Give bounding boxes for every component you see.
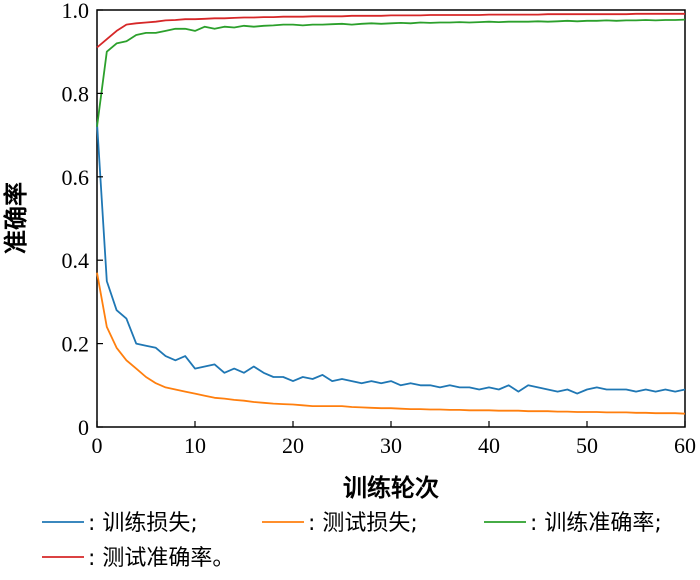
legend-label: : 训练损失; xyxy=(88,511,198,536)
y-tick-label: 0.8 xyxy=(62,81,90,106)
series-group xyxy=(96,12,686,415)
series-line-3 xyxy=(96,18,686,127)
legend: : 训练损失; : 测试损失; : 训练准确率; : 测试准确率。 xyxy=(42,511,662,571)
legend-label: : 测试准确率。 xyxy=(88,546,234,571)
legend-label: : 训练准确率; xyxy=(530,511,662,536)
axes-frame xyxy=(96,9,686,428)
x-tick-label: 40 xyxy=(478,433,500,458)
legend-label: : 测试损失; xyxy=(308,511,418,536)
x-tick-label: 60 xyxy=(674,433,696,458)
x-tick-label: 20 xyxy=(282,433,304,458)
y-ticks: 0 0.2 0.4 0.6 0.8 1.0 xyxy=(62,0,103,440)
y-tick-label: 0.4 xyxy=(62,248,90,273)
x-tick-label: 0 xyxy=(92,433,103,458)
y-axis-title: 准确率 xyxy=(2,182,30,254)
x-tick-label: 10 xyxy=(184,433,206,458)
plot-area: 0 10 20 30 40 50 60 0 0.2 0.4 0.6 0.8 1.0 xyxy=(62,0,697,458)
x-ticks: 0 10 20 30 40 50 60 xyxy=(92,421,696,458)
y-tick-label: 0 xyxy=(78,415,89,440)
series-line-1 xyxy=(96,122,686,395)
x-tick-label: 50 xyxy=(576,433,598,458)
y-tick-label: 0.6 xyxy=(62,165,90,190)
y-tick-label: 1.0 xyxy=(62,0,90,23)
series-line-2 xyxy=(96,272,686,415)
x-axis-title: 训练轮次 xyxy=(343,474,439,502)
y-tick-label: 0.2 xyxy=(62,332,90,357)
x-tick-label: 30 xyxy=(380,433,402,458)
series-line-4 xyxy=(96,12,685,49)
